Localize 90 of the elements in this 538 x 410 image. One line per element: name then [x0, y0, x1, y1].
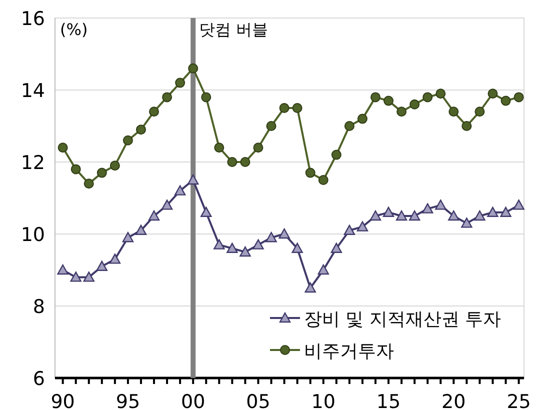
point — [240, 157, 250, 167]
point — [318, 175, 328, 185]
point — [96, 260, 108, 271]
point — [57, 264, 68, 275]
point — [136, 124, 146, 135]
point — [357, 114, 368, 124]
point — [331, 150, 342, 160]
point — [214, 142, 224, 153]
point — [201, 92, 212, 102]
point — [96, 168, 107, 178]
point — [292, 242, 303, 253]
point — [252, 239, 264, 250]
point — [70, 164, 81, 174]
point — [436, 88, 446, 99]
point — [292, 103, 302, 113]
point — [84, 178, 94, 189]
point — [448, 210, 460, 221]
point — [109, 254, 121, 264]
point — [149, 106, 160, 117]
point — [513, 200, 524, 210]
point — [278, 228, 290, 239]
point — [227, 157, 238, 167]
point — [382, 206, 394, 217]
point — [474, 106, 485, 117]
x-tick-label: 05 — [246, 391, 270, 410]
point — [344, 121, 354, 131]
point — [175, 78, 186, 88]
point — [110, 160, 120, 171]
point — [58, 142, 68, 153]
point — [408, 210, 420, 221]
point — [240, 246, 251, 257]
point — [422, 92, 433, 102]
point — [214, 239, 225, 250]
point — [474, 210, 486, 221]
y-tick-label: 6 — [32, 368, 45, 390]
point — [200, 206, 212, 217]
x-tick-label: 15 — [376, 391, 401, 410]
point — [226, 242, 238, 253]
ref-line-label: 닷컴 버블 — [199, 20, 268, 39]
point — [330, 242, 342, 253]
point — [162, 92, 172, 102]
point — [396, 106, 407, 117]
y-tick-label: 14 — [20, 80, 45, 102]
point — [266, 121, 276, 131]
point — [514, 92, 524, 102]
point — [135, 224, 147, 235]
x-tick-label: 95 — [116, 391, 140, 410]
y-tick-label: 16 — [20, 8, 45, 30]
legend-label: 비주거투자 — [304, 341, 394, 362]
point — [461, 218, 472, 228]
point — [279, 103, 290, 113]
point — [435, 200, 446, 210]
point — [488, 88, 498, 99]
point — [410, 99, 420, 110]
x-tick-label: 25 — [506, 391, 531, 410]
point — [122, 232, 134, 242]
y-tick-label: 10 — [20, 224, 45, 246]
point — [487, 206, 498, 217]
point — [318, 264, 329, 275]
y-axis-title: (%) — [60, 20, 88, 39]
point — [188, 63, 198, 74]
point — [448, 106, 459, 117]
point — [422, 203, 434, 214]
legend-label: 장비 및 지적재산권 투자 — [304, 309, 502, 330]
y-tick-label: 8 — [32, 296, 45, 318]
point — [305, 168, 316, 178]
point — [187, 174, 199, 185]
point — [266, 232, 277, 242]
point — [462, 121, 472, 131]
point — [500, 96, 511, 106]
point — [148, 210, 160, 221]
x-tick-label: 90 — [50, 391, 75, 410]
point — [304, 282, 316, 293]
point — [396, 210, 408, 221]
point — [253, 142, 264, 153]
x-tick-label: 20 — [442, 391, 466, 410]
point — [161, 200, 173, 210]
x-tick-label: 10 — [311, 391, 336, 410]
point — [370, 92, 380, 102]
point — [370, 210, 382, 221]
point — [500, 206, 512, 217]
point — [356, 221, 368, 232]
y-tick-label: 12 — [20, 152, 45, 174]
point — [70, 272, 82, 282]
point — [122, 135, 133, 146]
point — [174, 185, 186, 196]
point — [384, 96, 394, 106]
x-tick-label: 00 — [181, 391, 206, 410]
point — [344, 224, 356, 235]
point — [83, 272, 94, 282]
